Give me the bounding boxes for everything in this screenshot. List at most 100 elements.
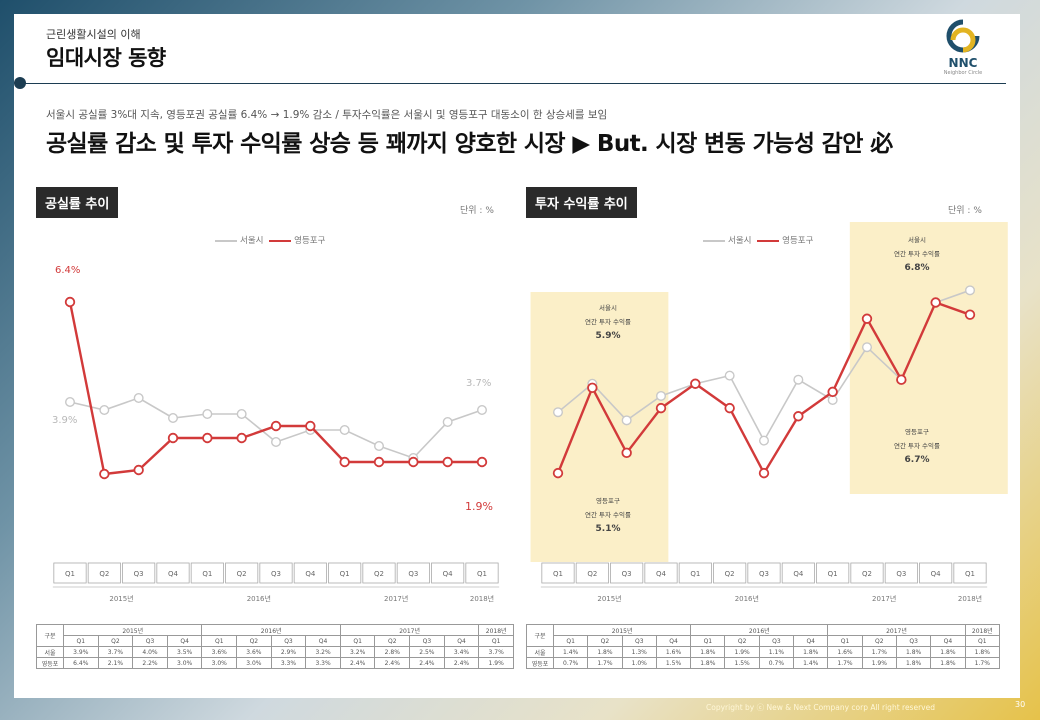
table-quarter-header: Q2: [724, 635, 760, 647]
table-cell: 0.7%: [758, 657, 795, 669]
vacancy-point-ydp: [99, 468, 110, 480]
vacancy-x-tick-box: [87, 562, 121, 584]
vacancy-x-tick-box: [156, 562, 190, 584]
table-cell: 3.9%: [63, 646, 99, 658]
vacancy-x-tick-label: Q1: [202, 570, 212, 578]
return-point-ydp: [758, 467, 770, 479]
table-cell: 3.2%: [339, 646, 376, 658]
vacancy-data-table: 구분 2015년 2016년 2017년 2018년 Q1 Q2 Q3 Q4 Q1 Q2 Q3 Q4 Q1…: [36, 624, 514, 669]
table-quarter-header: Q3: [895, 635, 932, 647]
table-quarter-header: Q4: [305, 635, 341, 647]
vacancy-x-tick-box: [362, 562, 396, 584]
return-x-tick-box: [575, 562, 609, 584]
return-point-ydp: [587, 382, 598, 394]
return-x-tick-label: Q2: [725, 570, 735, 578]
legend-ydp-swatch: [757, 239, 780, 242]
return-x-tick-box: [816, 562, 850, 584]
return-x-tick-label: Q2: [862, 570, 872, 578]
highlight-box-2017: [849, 222, 1008, 494]
vacancy-point-ydp: [133, 464, 144, 476]
table-cell: 1.8%: [930, 646, 966, 658]
callout-text: 서울시: [599, 303, 617, 312]
table-quarter-header: Q4: [655, 635, 692, 647]
table-quarter-header: Q1: [552, 635, 589, 647]
return-x-tick-label: Q1: [828, 570, 838, 578]
legend-ydp-label: 영등포구: [294, 236, 326, 246]
table-cell: 2.4%: [339, 657, 376, 669]
vacancy-x-tick-box: [122, 562, 156, 584]
vacancy-line-ydp: [68, 301, 482, 476]
table-quarter-header: Q4: [443, 635, 480, 647]
return-x-tick-label: Q3: [759, 570, 769, 578]
table-cell: 3.4%: [443, 646, 480, 658]
table-quarter-header: Q4: [793, 635, 829, 647]
table-quarter-header: Q1: [827, 635, 863, 647]
table-quarter-header: Q4: [166, 635, 203, 647]
return-point-ydp: [690, 378, 701, 389]
vacancy-x-tick-label: Q3: [408, 570, 418, 578]
legend-seoul-swatch: [215, 239, 237, 242]
table-cell: 2.4%: [374, 657, 411, 669]
vacancy-x-tick-label: Q1: [340, 570, 350, 578]
return-x-tick-label: Q1: [690, 570, 700, 578]
return-x-tick-label: Q4: [793, 570, 804, 578]
vacancy-x-tick-label: Q3: [134, 570, 144, 578]
vacancy-x-tick-label: Q4: [168, 570, 179, 578]
vacancy-point-ydp: [373, 456, 385, 468]
table-cell: 3.7%: [478, 646, 514, 658]
vacancy-x-tick-box: [431, 562, 465, 584]
return-x-tick-box: [713, 562, 747, 584]
vacancy-x-tick-label: Q2: [99, 570, 109, 578]
page-title: 임대시장 동향: [46, 46, 166, 70]
vacancy-x-tick-label: Q1: [477, 570, 487, 578]
table-corner: 구분: [36, 624, 64, 647]
table-cell: 3.3%: [305, 657, 341, 669]
table-cell: 6.4%: [63, 657, 99, 669]
table-cell: 1.0%: [621, 657, 657, 669]
table-cell: 3.7%: [97, 646, 134, 658]
vacancy-point-ydp: [442, 456, 453, 468]
vacancy-point-ydp: [476, 456, 488, 468]
vacancy-x-tick-box: [293, 562, 327, 584]
table-quarter-header: Q3: [270, 635, 307, 647]
table-year-header: 2015년: [62, 624, 203, 636]
header-rule: [20, 83, 1006, 84]
table-year-header: 2016년: [690, 624, 829, 636]
vacancy-point-ydp: [202, 432, 213, 444]
vacancy-point-seoul: [99, 405, 110, 416]
vacancy-point-seoul: [339, 425, 350, 436]
return-section-tag: 투자 수익률 추이: [526, 187, 637, 218]
vacancy-point-ydp: [270, 420, 282, 432]
vacancy-point-ydp: [236, 432, 247, 444]
table-quarter-header: Q1: [63, 635, 99, 647]
vacancy-point-ydp: [167, 432, 179, 444]
vacancy-year-label: 2017년: [384, 594, 408, 603]
table-cell: 1.6%: [655, 646, 692, 658]
vacancy-unit-label: 단위 : %: [460, 206, 494, 216]
legend-ydp-label: 영등포구: [782, 236, 814, 246]
table-cell: 1.8%: [793, 646, 829, 658]
annotation-last-seoul: 3.7%: [466, 378, 491, 389]
return-x-tick-label: Q3: [896, 570, 906, 578]
callout-text: 6.8%: [905, 263, 930, 273]
return-year-label: 2015년: [597, 594, 621, 603]
table-cell: 1.9%: [724, 646, 760, 658]
return-point-ydp: [861, 313, 873, 324]
nnc-logo-icon: [946, 19, 980, 53]
table-cell: 2.1%: [97, 657, 134, 669]
vacancy-x-tick-box: [225, 562, 259, 584]
table-quarter-header: Q3: [758, 635, 795, 647]
return-legend: 서울시 영등포구: [700, 234, 813, 246]
vacancy-year-label: 2015년: [109, 594, 133, 603]
table-cell: 3.5%: [166, 646, 203, 658]
vacancy-point-seoul: [167, 413, 178, 424]
table-cell: 1.7%: [964, 657, 1001, 669]
table-cell: 1.5%: [655, 657, 692, 669]
return-year-label: 2018년: [958, 594, 982, 603]
table-cell: 3.2%: [305, 646, 341, 658]
return-point-ydp: [552, 467, 564, 479]
vacancy-point-seoul: [133, 393, 144, 404]
vacancy-x-tick-label: Q4: [305, 570, 316, 578]
table-quarter-header: Q1: [201, 635, 238, 647]
table-quarter-header: Q3: [621, 635, 657, 647]
